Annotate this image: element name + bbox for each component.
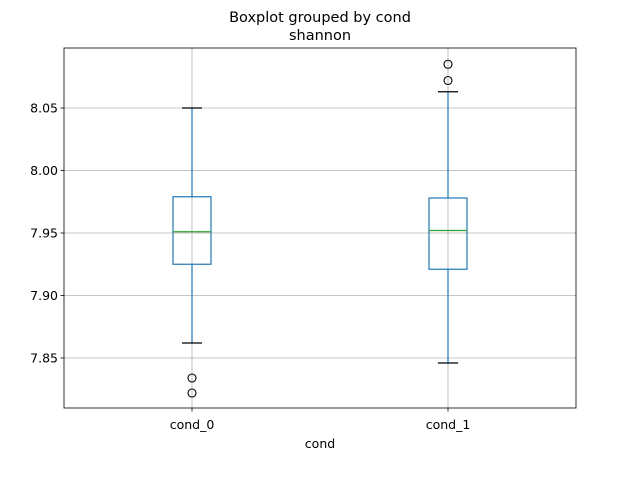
outlier-point: [443, 59, 453, 69]
iqr-box: [172, 196, 212, 265]
y-tick-label: 7.95: [30, 226, 58, 241]
plot-frame: [63, 47, 577, 409]
chart-title: Boxplot grouped by cond: [229, 10, 411, 26]
box-layer: [172, 59, 468, 398]
axis-layer: 7.85 7.90 7.95 8.00 8.05 cond_0 cond_1: [30, 101, 470, 433]
y-tick-label: 7.90: [30, 288, 58, 303]
chart-subtitle: shannon: [289, 28, 351, 44]
y-tick-label: 7.85: [30, 351, 58, 366]
outlier-point: [187, 388, 197, 398]
outlier-point: [443, 75, 453, 86]
y-tick-label: 8.05: [30, 101, 58, 116]
y-tick-label: 8.00: [30, 163, 58, 178]
outlier-point: [187, 373, 197, 383]
x-axis-label: cond: [305, 436, 335, 451]
x-tick-label: cond_0: [170, 417, 215, 432]
x-tick-label: cond_1: [426, 417, 471, 432]
iqr-box: [428, 197, 468, 270]
